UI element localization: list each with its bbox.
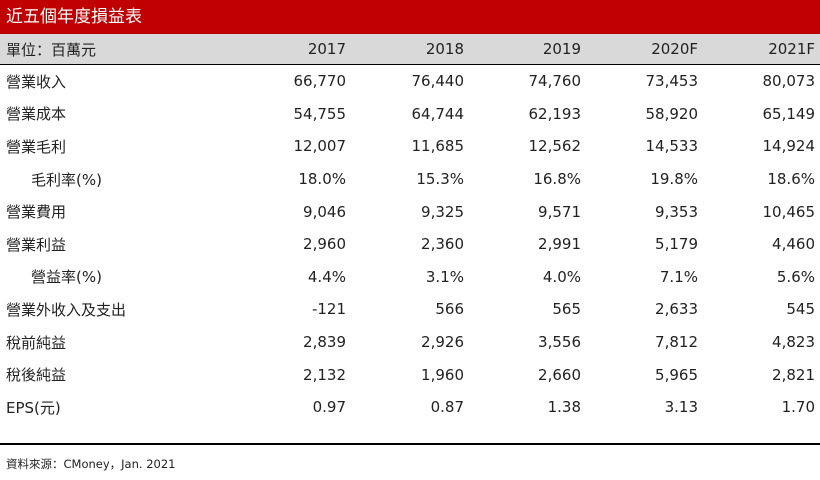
row-value: 1.70 <box>781 398 815 417</box>
row-value: 4.0% <box>542 267 581 286</box>
row-value: 5,965 <box>655 365 698 384</box>
row-value: 15.3% <box>416 170 464 189</box>
year-header-2021f: 2021F <box>768 40 815 58</box>
row-value: 566 <box>435 300 464 319</box>
row-value: 58,920 <box>645 104 699 123</box>
row-value: 12,562 <box>528 137 582 156</box>
row-value: 73,453 <box>645 72 699 91</box>
year-header-2020f: 2020F <box>651 40 698 58</box>
row-value: 2,660 <box>538 365 581 384</box>
row-label: 營業收入 <box>6 72 67 91</box>
table-bottom-rule <box>0 443 820 445</box>
row-label: 稅後純益 <box>6 366 67 385</box>
year-header-2017: 2017 <box>307 40 346 58</box>
table-body: 營業收入 66,770 76,440 74,760 73,453 80,073 營業成本 54… <box>0 65 820 424</box>
row-value: 2,132 <box>303 365 346 384</box>
row-value: 7,812 <box>655 333 698 352</box>
row-value: 14,924 <box>762 137 816 156</box>
row-label: 毛利率(%) <box>31 170 102 189</box>
row-value: 3,556 <box>538 333 581 352</box>
table-row: EPS(元) 0.97 0.87 1.38 3.13 1.70 <box>0 391 820 424</box>
table-row: 營業收入 66,770 76,440 74,760 73,453 80,073 <box>0 65 820 98</box>
row-value: 10,465 <box>762 202 816 221</box>
row-value: 545 <box>786 300 815 319</box>
row-value: 1,960 <box>421 365 464 384</box>
table-row: 毛利率(%) 18.0% 15.3% 16.8% 19.8% 18.6% <box>0 163 820 196</box>
row-value: 0.87 <box>430 398 464 417</box>
table-row: 營業外收入及支出 -121 566 565 2,633 545 <box>0 293 820 326</box>
row-value: 4,460 <box>772 235 815 254</box>
row-value: 14,533 <box>645 137 699 156</box>
row-value: 12,007 <box>293 137 347 156</box>
row-value: 76,440 <box>411 72 465 91</box>
row-value: 5.6% <box>776 267 815 286</box>
row-value: 16.8% <box>533 170 581 189</box>
row-value: 4.4% <box>307 267 346 286</box>
row-label: 營業成本 <box>6 105 67 124</box>
row-value: 2,839 <box>303 333 346 352</box>
row-value: 2,991 <box>538 235 581 254</box>
table-row: 稅前純益 2,839 2,926 3,556 7,812 4,823 <box>0 326 820 359</box>
row-value: 2,926 <box>421 333 464 352</box>
row-value: 2,821 <box>772 365 815 384</box>
year-header-2019: 2019 <box>542 40 581 58</box>
row-value: 2,960 <box>303 235 346 254</box>
row-value: 62,193 <box>528 104 582 123</box>
row-label: 營業利益 <box>6 235 67 254</box>
row-value: 18.6% <box>767 170 815 189</box>
row-label: 營業費用 <box>6 203 67 222</box>
row-value: 80,073 <box>762 72 816 91</box>
table-row: 營業利益 2,960 2,360 2,991 5,179 4,460 <box>0 228 820 261</box>
row-value: 3.13 <box>664 398 698 417</box>
source-note: 資料來源：CMoney，Jan. 2021 <box>6 457 176 471</box>
table-row: 營業毛利 12,007 11,685 12,562 14,533 14,924 <box>0 130 820 163</box>
table-row: 稅後純益 2,132 1,960 2,660 5,965 2,821 <box>0 358 820 391</box>
row-label: 營業毛利 <box>6 137 67 156</box>
row-value: 7.1% <box>659 267 698 286</box>
row-value: 565 <box>552 300 581 319</box>
row-value: 9,046 <box>303 202 346 221</box>
row-value: 9,353 <box>655 202 698 221</box>
row-value: 2,633 <box>655 300 698 319</box>
row-label: 營益率(%) <box>31 268 102 287</box>
row-value: 2,360 <box>421 235 464 254</box>
row-value: 18.0% <box>298 170 346 189</box>
row-value: 4,823 <box>772 333 815 352</box>
row-value: 3.1% <box>425 267 464 286</box>
table-row: 營業費用 9,046 9,325 9,571 9,353 10,465 <box>0 195 820 228</box>
table-row: 營益率(%) 4.4% 3.1% 4.0% 7.1% 5.6% <box>0 261 820 294</box>
row-value: 65,149 <box>762 104 816 123</box>
row-value: 19.8% <box>650 170 698 189</box>
row-label: EPS(元) <box>6 398 61 417</box>
row-value: 0.97 <box>312 398 346 417</box>
unit-label: 單位：百萬元 <box>6 40 97 59</box>
row-value: -121 <box>311 300 346 319</box>
table-row: 營業成本 54,755 64,744 62,193 58,920 65,149 <box>0 98 820 131</box>
row-value: 1.38 <box>547 398 581 417</box>
row-value: 54,755 <box>293 104 347 123</box>
row-value: 64,744 <box>411 104 465 123</box>
row-value: 5,179 <box>655 235 698 254</box>
row-value: 66,770 <box>293 72 347 91</box>
row-value: 74,760 <box>528 72 582 91</box>
row-label: 營業外收入及支出 <box>6 300 127 319</box>
table-title: 近五個年度損益表 <box>0 0 820 34</box>
row-value: 9,571 <box>538 202 581 221</box>
year-header-2018: 2018 <box>425 40 464 58</box>
row-value: 11,685 <box>411 137 465 156</box>
row-label: 稅前純益 <box>6 333 67 352</box>
table-header: 單位：百萬元 2017 2018 2019 2020F 2021F <box>0 34 820 65</box>
row-value: 9,325 <box>421 202 464 221</box>
